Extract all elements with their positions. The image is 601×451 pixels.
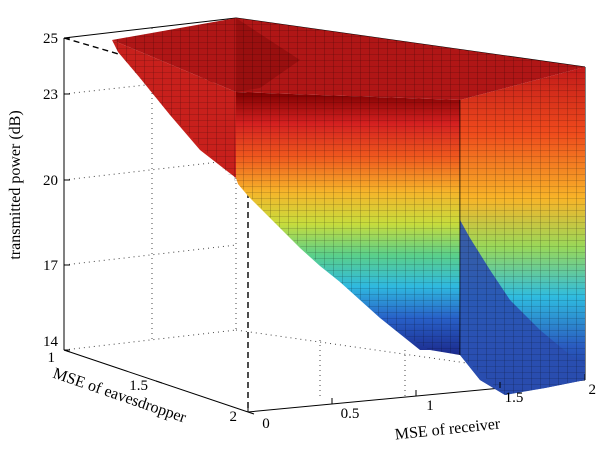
z-tick-label: 17 (43, 258, 59, 274)
surface (112, 18, 585, 395)
y-axis: 1 1.5 2 MSE of eavesdropper (48, 349, 255, 427)
z-tick-label: 20 (43, 173, 58, 189)
z-axis: 25 23 20 17 14 transmitted power (dB) (7, 31, 70, 351)
x-tick-label: 0 (262, 416, 270, 432)
y-tick-label: 2 (230, 409, 238, 425)
y-tick-label: 1.5 (129, 378, 148, 394)
x-tick-label: 2 (589, 382, 597, 398)
z-tick-label: 25 (43, 31, 58, 47)
x-tick-label: 1 (426, 398, 434, 414)
x-tick-label: 1.5 (505, 390, 524, 406)
z-tick-label: 23 (43, 87, 58, 103)
z-axis-label: transmitted power (dB) (7, 110, 24, 259)
x-axis-label: MSE of receiver (394, 415, 502, 443)
y-tick-label: 1 (48, 350, 56, 366)
y-axis-label: MSE of eavesdropper (51, 365, 189, 427)
x-tick-label: 0.5 (341, 406, 360, 422)
z-tick-label: 14 (43, 334, 59, 350)
